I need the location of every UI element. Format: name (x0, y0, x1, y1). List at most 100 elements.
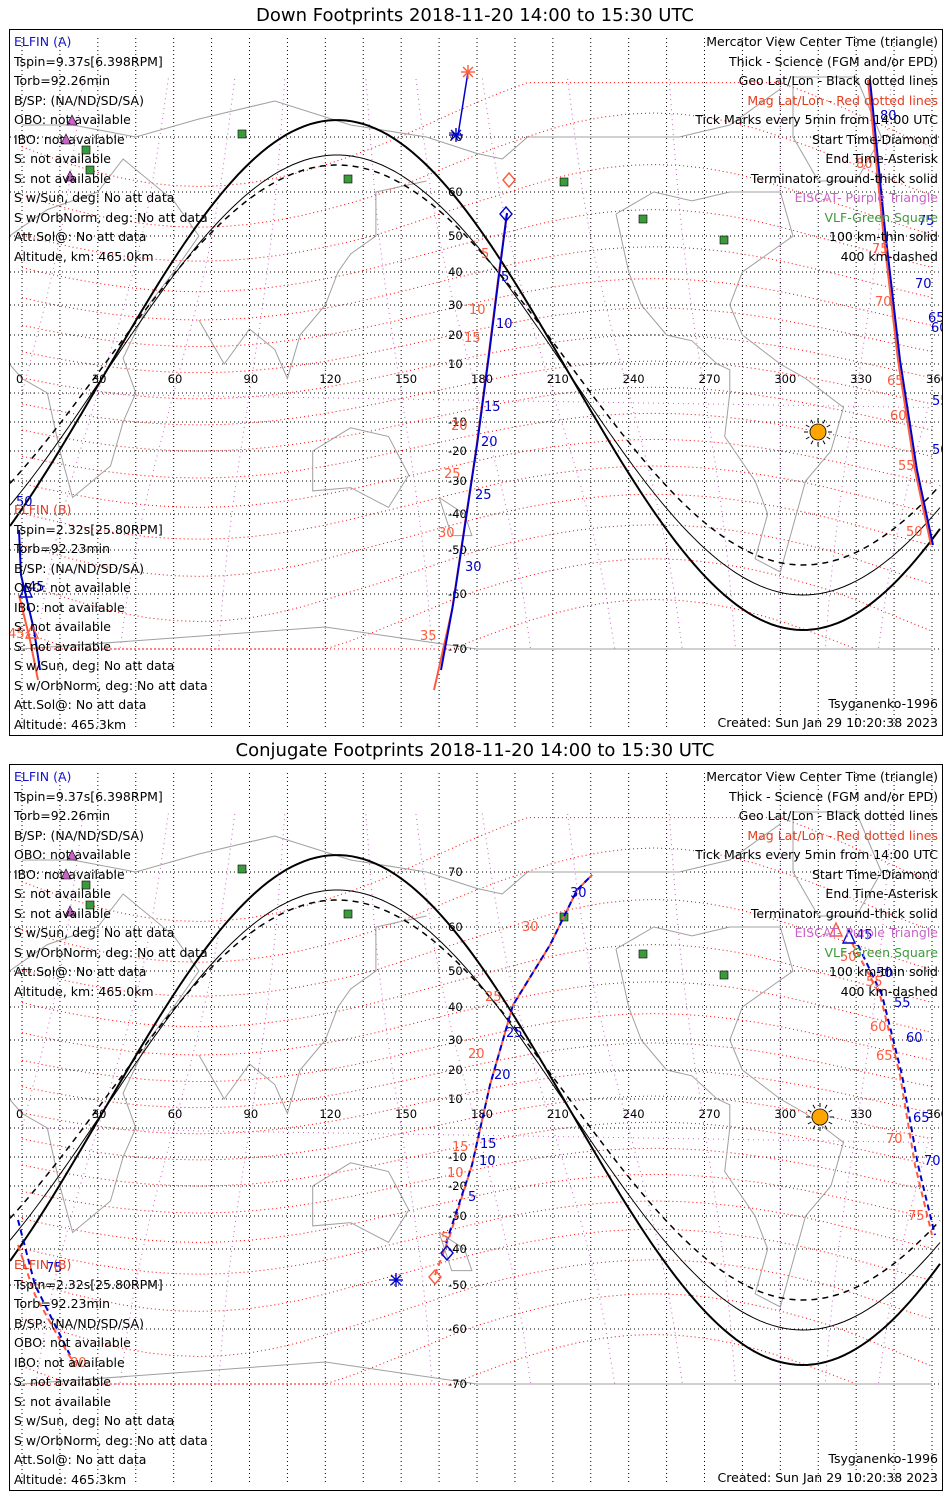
longitude-label: 120 (319, 1107, 341, 1121)
longitude-label: 90 (244, 1107, 259, 1121)
legend-line: 400 km-dashed (840, 248, 938, 264)
sun-ray (805, 436, 810, 440)
info-line: S: not available (14, 886, 111, 901)
longitude-label: 300 (774, 372, 796, 386)
mag-parallel (21, 1042, 933, 1109)
latitude-label: -70 (448, 1377, 467, 1391)
conjugate-footprints-map: 0 30 60 90 120 150 180 210 240 270 300 330 360 70 60 50… (10, 773, 942, 1482)
coastline (792, 76, 882, 182)
latitude-label: 70 (448, 865, 463, 879)
coastline (438, 1232, 473, 1272)
coastline (792, 811, 882, 917)
mag-meridian (415, 76, 535, 650)
info-line: Torb=92.23min (14, 1296, 111, 1311)
tick-label-b-east: 60 (890, 409, 907, 424)
sun-ray (822, 419, 826, 424)
info-line: Att.Sol@: No att data (14, 1452, 147, 1467)
info-line: Att.Sol@: No att data (14, 697, 147, 712)
info-line: IBO: not available (14, 1354, 125, 1370)
mag-parallel (21, 386, 933, 452)
created-label: Created: Sun Jan 29 10:20:38 2023 (717, 715, 938, 730)
end-asterisk-a (390, 1274, 402, 1286)
longitude-label: 120 (319, 372, 341, 386)
coastline (22, 88, 781, 160)
latitude-label: -60 (448, 587, 467, 601)
mag-meridian (481, 76, 620, 650)
mag-parallel (21, 307, 933, 374)
longitude-label: 330 (850, 1107, 872, 1121)
created-label: Created: Sun Jan 29 10:20:38 2023 (717, 1470, 938, 1485)
purple-triangle-eiscat (64, 905, 76, 917)
tick-label-a-west: 50 (16, 495, 33, 510)
mag-parallel (21, 1147, 933, 1214)
longitude-label: 90 (244, 372, 259, 386)
purple-triangle-eiscat (64, 170, 76, 182)
legend-line: Tick Marks every 5min from 14:00 UTC (695, 847, 938, 862)
tick-label-a: 5 (501, 270, 509, 285)
info-line: OBO: not available (14, 1335, 131, 1350)
sun-ray (824, 1125, 828, 1130)
tick-label-a-west: 75 (46, 1261, 63, 1276)
elfin-b-info: ELFIN (B) Tspin=2.32s[25.80RPM] Torb=92.23… (14, 1255, 208, 1489)
center-triangle-a (18, 582, 34, 598)
mag-parallel (21, 1121, 933, 1187)
info-line: OBO: not available (14, 580, 131, 595)
elfin-a-info: ELFIN (A) Tspin=9.37s[6.398RPM] Torb=92.26… (14, 32, 208, 266)
mag-parallel (21, 334, 933, 400)
elfin-b-track (434, 874, 593, 1276)
latitude-label: 30 (448, 298, 463, 312)
green-square-vlf (719, 235, 729, 245)
terminator-curve (10, 119, 941, 632)
latitude-label: 10 (448, 1092, 463, 1106)
tick-label-a: 10 (496, 317, 513, 332)
terminator-curve (10, 889, 941, 1331)
longitude-label: 270 (699, 372, 721, 386)
latitude-label: -10 (448, 415, 467, 429)
tick-label-a-west: 45 (28, 580, 45, 595)
start-diamond-b (428, 1268, 442, 1286)
info-line: S w/Sun, deg: No att data (14, 925, 175, 940)
tick-label-b-east: 65 (876, 1049, 893, 1064)
legend-line: VLF-Green Square (824, 209, 938, 225)
start-diamond-b (502, 171, 516, 189)
mag-parallel (21, 981, 933, 1056)
green-square-vlf (237, 864, 247, 874)
tick-label-a: 30 (570, 886, 587, 901)
longitude-label: 150 (395, 372, 417, 386)
tick-label-b: 10 (469, 303, 486, 318)
info-line: Altitude, km: 465.0km (14, 983, 154, 999)
longitude-label: 240 (623, 372, 645, 386)
legend-line: Tick Marks every 5min from 14:00 UTC (695, 112, 938, 127)
info-line: Altitude, km: 465.0km (14, 248, 154, 264)
tick-label-a: 20 (494, 1068, 511, 1083)
tick-label-a-east: 60 (906, 1031, 923, 1046)
tick-label-a-east: 55 (932, 394, 942, 409)
mag-parallel (21, 1173, 933, 1243)
info-line: S w/Sun, deg: No att data (14, 658, 175, 673)
info-line: B/SP: (NA/ND/SD/SA) (14, 1315, 144, 1331)
purple-triangle-eiscat (60, 868, 72, 880)
latitude-label: 50 (448, 964, 463, 978)
sun-ray (807, 1109, 812, 1113)
legend-line: Thick - Science (FGM and/or EPD) (729, 788, 938, 804)
spacecraft-name: ELFIN (A) (14, 34, 72, 49)
mag-parallel (21, 412, 933, 479)
terminator-curve (10, 164, 941, 566)
info-line: S: not available (14, 1374, 111, 1389)
coastline (198, 180, 427, 380)
sun-ray (822, 440, 826, 445)
mag-meridian (116, 811, 236, 1385)
sun-ray (824, 1104, 828, 1109)
legend-line: Mag Lat/Lon - Red dotted lines (747, 92, 938, 108)
sun-icon (809, 423, 827, 441)
tick-label-b-west: 80 (70, 1356, 87, 1371)
latitude-label: 40 (448, 1000, 463, 1014)
coastline (21, 626, 932, 650)
info-line: IBO: not available (14, 599, 125, 615)
conjugate-footprints-panel: 0 30 60 90 120 150 180 210 240 270 300 330 360 70 60 50… (9, 764, 943, 1491)
tick-label-b-east: 75 (872, 242, 889, 257)
legend-line: Terminator: ground-thick solid (750, 905, 938, 921)
latitude-label: -10 (448, 1150, 467, 1164)
green-square-vlf (81, 145, 91, 155)
tick-label-a-east: 75 (918, 214, 935, 229)
